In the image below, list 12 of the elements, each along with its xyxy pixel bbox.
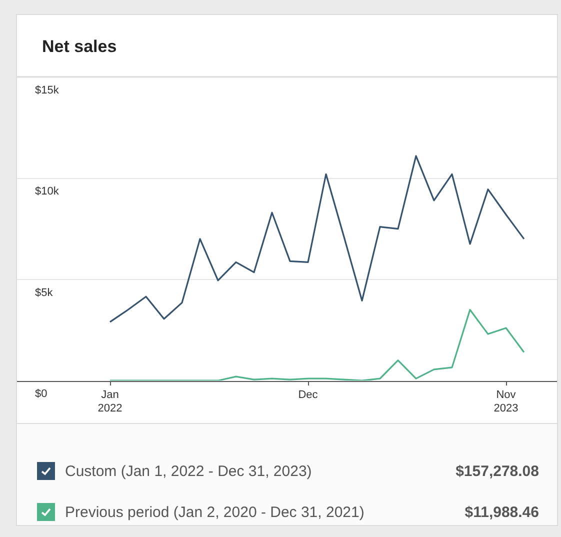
legend-label: Previous period (Jan 2, 2020 - Dec 31, 2021) [65, 504, 364, 520]
text: $11,988.46 [464, 504, 539, 520]
y-tick-label: $15k [35, 84, 60, 97]
x-tick-label: Dec [298, 389, 318, 402]
y-tick-label: $0 [35, 388, 48, 400]
chart-title: Net sales [42, 37, 117, 57]
legend-label: Custom (Jan 1, 2022 - Dec 31, 2023) [65, 462, 312, 480]
text: $157,278.08 [456, 462, 539, 480]
x-tick-label: Nov 2023 [494, 389, 518, 414]
x-tick-label: Jan 2022 [98, 389, 122, 414]
y-tick-label: $5k [35, 286, 54, 299]
y-tick-label: $10k [35, 186, 60, 198]
